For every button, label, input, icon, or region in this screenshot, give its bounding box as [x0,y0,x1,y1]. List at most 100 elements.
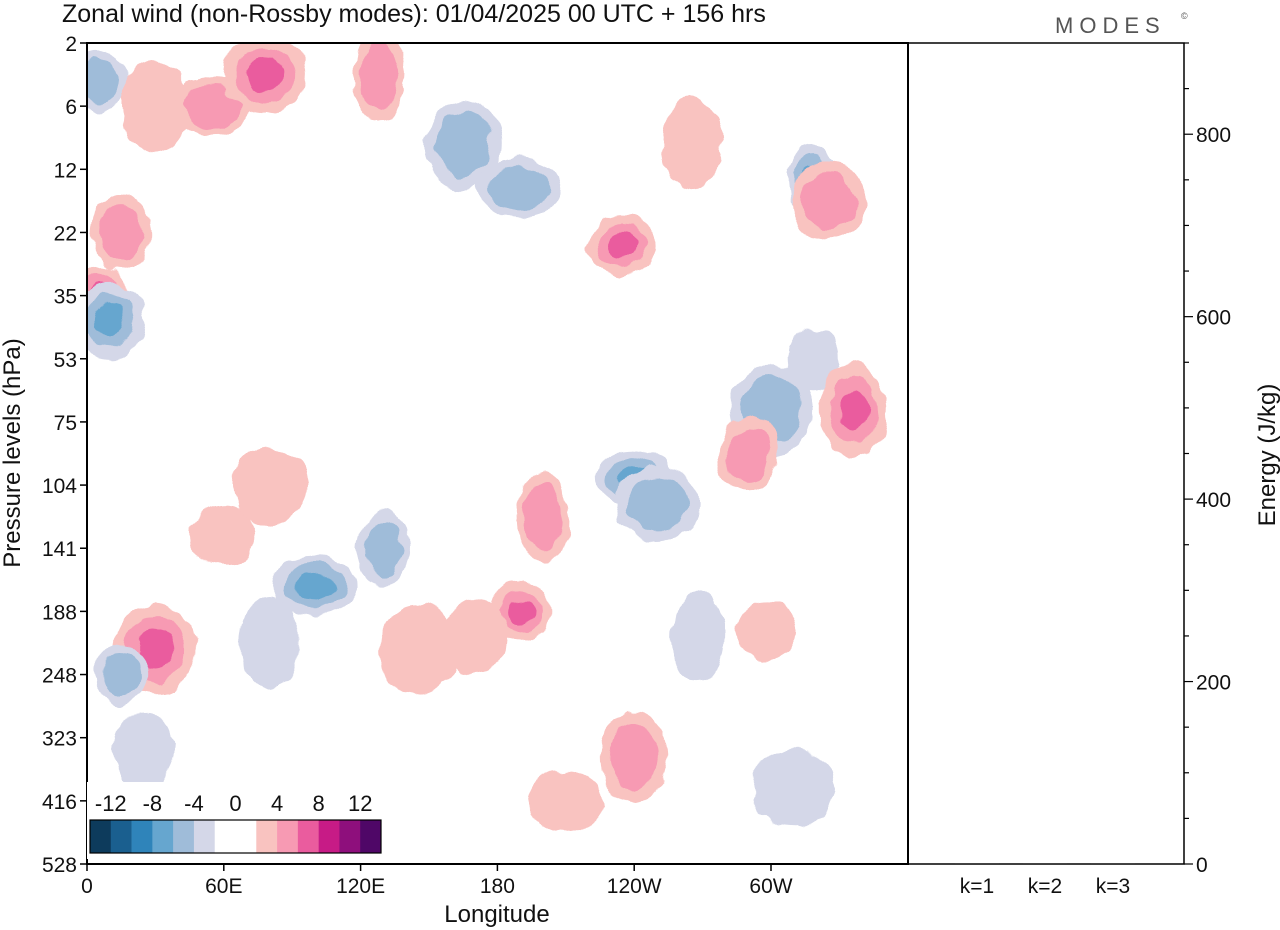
positive-contour [609,723,659,790]
y-tick-label: 188 [42,601,77,624]
y-tick-label: 141 [42,538,77,561]
x-tick-label: 60E [205,875,242,898]
negative-contour [239,596,300,689]
negative-contour [94,304,125,338]
energy-plot-frame [907,42,1185,865]
colorbar-cell [173,820,195,853]
x-tick-label: 180 [480,875,515,898]
energy-category-label: k=3 [1096,875,1130,898]
x-tick-label: 60W [749,875,792,898]
colorbar-label: 8 [313,791,325,816]
modes-logo: MODES [1055,13,1166,38]
colorbar-label: -4 [184,791,204,816]
x-axis-label: Longitude [444,901,549,928]
energy-tick-label: 0 [1196,854,1208,877]
energy-tick-label: 800 [1196,124,1231,147]
y-tick-label: 6 [65,96,77,119]
energy-axis-label: Energy (J/kg) [1254,384,1280,527]
positive-contour [661,98,722,191]
colorbar-cell [90,820,112,853]
y-axis-label: Pressure levels (hPa) [0,338,26,567]
colorbar-cell [235,820,257,853]
y-tick-label: 22 [54,222,77,245]
negative-contour [87,59,120,103]
colorbar-cell [318,820,340,853]
colorbar-cell [110,820,132,853]
colorbar-cell [193,820,216,853]
colorbar-cell [277,820,299,853]
energy-axis: 0 200 400 600 800 [1184,42,1231,877]
x-tick-label: 0 [81,875,93,898]
positive-contour [121,60,190,153]
x-tick-label: 120E [336,875,385,898]
x-axis: 0 60E 120E 180 120W 60W [81,864,793,898]
y-tick-label: 53 [54,349,77,372]
y-tick-label: 104 [42,475,77,498]
energy-bars: k=1 k=2 k=3 [955,863,1135,898]
colorbar-cell [339,820,361,853]
positive-contour [726,426,770,481]
positive-contour [800,173,856,229]
y-tick-label: 12 [54,159,77,182]
colorbar-label: 4 [271,791,283,816]
energy-bar [1023,863,1067,864]
x-tick-label: 120W [607,875,662,898]
negative-contour [672,590,725,683]
colorbar-cell [360,820,382,853]
colorbar-cell [214,820,236,853]
contour-field [87,43,888,831]
positive-contour [189,505,258,566]
y-tick-label: 323 [42,728,77,751]
negative-contour [114,712,175,789]
negative-contour [364,520,403,576]
negative-contour [296,572,334,600]
positive-contour [246,57,284,92]
negative-contour [786,328,839,389]
positive-contour [379,603,456,696]
colorbar-cell [131,820,153,853]
positive-contour [527,770,604,831]
negative-contour [490,166,551,210]
positive-contour [185,84,240,128]
energy-tick-label: 200 [1196,672,1231,695]
colorbar-cell [152,820,174,853]
y-axis: 2 6 12 22 35 53 75 104 141 188 248 323 416 528 [42,33,87,877]
energy-tick-label: 400 [1196,489,1231,512]
positive-contour [736,600,797,661]
y-tick-label: 248 [42,665,77,688]
logo-mark: © [1181,11,1188,21]
positive-contour [136,629,174,670]
positive-contour [231,447,308,524]
colorbar-cell [297,820,319,853]
negative-contour [435,110,491,178]
colorbar-frame [89,819,382,854]
negative-contour [751,750,836,827]
energy-bar [1091,863,1135,864]
y-tick-label: 35 [54,286,77,309]
energy-tick-label: 600 [1196,307,1231,330]
positive-contour [507,598,534,625]
positive-contour [607,231,638,259]
negative-contour [102,652,140,697]
negative-contour [626,476,688,532]
positive-contour [524,483,562,550]
colorbar-label: -12 [95,791,127,816]
colorbar: -12 -8 -4 0 4 8 12 [87,782,384,859]
energy-category-label: k=1 [960,875,994,898]
positive-contour [360,43,398,108]
colorbar-cell [256,820,278,853]
y-tick-label: 2 [65,33,77,56]
chart-title: Zonal wind (non-Rossby modes): 01/04/202… [62,0,766,28]
colorbar-label: 0 [229,791,241,816]
y-tick-label: 416 [42,791,77,814]
positive-contour [440,598,509,675]
positive-contour [99,205,143,260]
colorbar-label: -8 [143,791,163,816]
energy-bar [955,863,999,864]
energy-category-label: k=2 [1028,875,1062,898]
y-tick-label: 528 [42,854,77,877]
y-tick-label: 75 [54,412,77,435]
positive-contour [838,389,869,430]
colorbar-label: 12 [348,791,372,816]
